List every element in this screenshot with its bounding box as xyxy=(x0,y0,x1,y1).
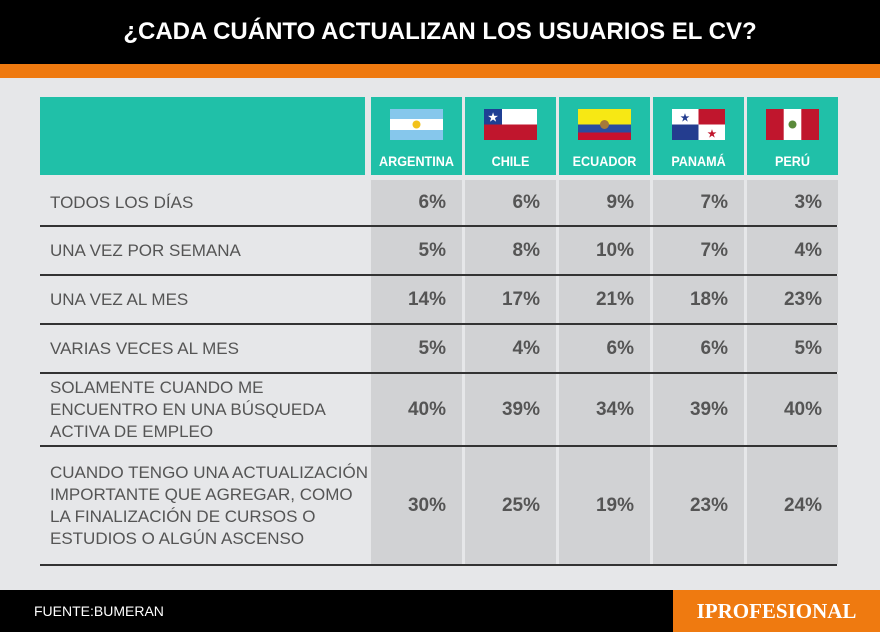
column-header-3: ★ ★ PANAMÁ xyxy=(653,97,744,175)
value-cell: 19% xyxy=(559,447,650,564)
country-label: PERÚ xyxy=(774,153,811,169)
value-cell: 8% xyxy=(465,227,556,274)
value-cell: 3% xyxy=(747,180,838,225)
svg-text:★: ★ xyxy=(681,113,690,124)
row-label: UNA VEZ POR SEMANA xyxy=(50,240,241,260)
value-cell: 6% xyxy=(559,325,650,372)
flag-icon: ★★ xyxy=(672,109,725,140)
page-title: ¿CADA CUÁNTO ACTUALIZAN LOS USUARIOS EL … xyxy=(0,0,880,64)
table-row: UNA VEZ AL MES 14% 17% 21% 18% 23% xyxy=(40,276,838,325)
orange-stripe xyxy=(0,64,880,78)
flag-icon xyxy=(578,109,631,140)
column-header-0: ARGENTINA xyxy=(371,97,462,175)
row-label: CUANDO TENGO UNA ACTUALIZACIÓN IMPORTANT… xyxy=(50,462,369,548)
row-label: VARIAS VECES AL MES xyxy=(50,338,239,358)
header-blank-cell xyxy=(40,97,365,175)
column-header-4: PERÚ xyxy=(747,97,838,175)
value-cell: 6% xyxy=(465,180,556,225)
country-label: CHILE xyxy=(491,153,530,169)
value-cell: 4% xyxy=(747,227,838,274)
value-cell: 5% xyxy=(371,227,462,274)
column-header-2: ECUADOR xyxy=(559,97,650,175)
value-cell: 17% xyxy=(465,276,556,323)
value-cell: 34% xyxy=(559,374,650,445)
row-label: SOLAMENTE CUANDO ME ENCUENTRO EN UNA BÚS… xyxy=(50,377,325,441)
value-cell: 6% xyxy=(371,180,462,225)
value-cell: 23% xyxy=(747,276,838,323)
value-cell: 7% xyxy=(653,180,744,225)
value-cell: 23% xyxy=(653,447,744,564)
value-cell: 9% xyxy=(559,180,650,225)
table-row: VARIAS VECES AL MES 5% 4% 6% 6% 5% xyxy=(40,325,838,374)
value-cell: 40% xyxy=(747,374,838,445)
value-cell: 40% xyxy=(371,374,462,445)
svg-text:★: ★ xyxy=(708,129,717,140)
row-label: UNA VEZ AL MES xyxy=(50,289,189,309)
brand-logo: IPROFESIONAL xyxy=(673,590,880,632)
table-row: UNA VEZ POR SEMANA 5% 8% 10% 7% 4% xyxy=(40,227,838,276)
value-cell: 14% xyxy=(371,276,462,323)
value-cell: 25% xyxy=(465,447,556,564)
value-cell: 39% xyxy=(653,374,744,445)
value-cell: 18% xyxy=(653,276,744,323)
flag-icon: ★ xyxy=(484,109,537,140)
flag-icon xyxy=(390,109,443,140)
value-cell: 39% xyxy=(465,374,556,445)
country-label: ECUADOR xyxy=(572,153,637,169)
table-row: SOLAMENTE CUANDO ME ENCUENTRO EN UNA BÚS… xyxy=(40,374,838,447)
source-text: FUENTE:BUMERAN xyxy=(34,603,164,619)
footer: FUENTE:BUMERAN IPROFESIONAL xyxy=(0,590,880,632)
country-label: PANAMÁ xyxy=(671,153,726,169)
value-cell: 5% xyxy=(371,325,462,372)
row-label: TODOS LOS DÍAS xyxy=(50,192,194,212)
svg-text:★: ★ xyxy=(488,112,498,124)
value-cell: 21% xyxy=(559,276,650,323)
value-cell: 5% xyxy=(747,325,838,372)
value-cell: 7% xyxy=(653,227,744,274)
flag-icon xyxy=(766,109,819,140)
table-row: CUANDO TENGO UNA ACTUALIZACIÓN IMPORTANT… xyxy=(40,447,838,566)
value-cell: 6% xyxy=(653,325,744,372)
value-cell: 24% xyxy=(747,447,838,564)
value-cell: 4% xyxy=(465,325,556,372)
table-row: TODOS LOS DÍAS 6% 6% 9% 7% 3% xyxy=(40,180,838,227)
column-header-1: ★ CHILE xyxy=(465,97,556,175)
value-cell: 10% xyxy=(559,227,650,274)
value-cell: 30% xyxy=(371,447,462,564)
country-label: ARGENTINA xyxy=(379,153,454,169)
